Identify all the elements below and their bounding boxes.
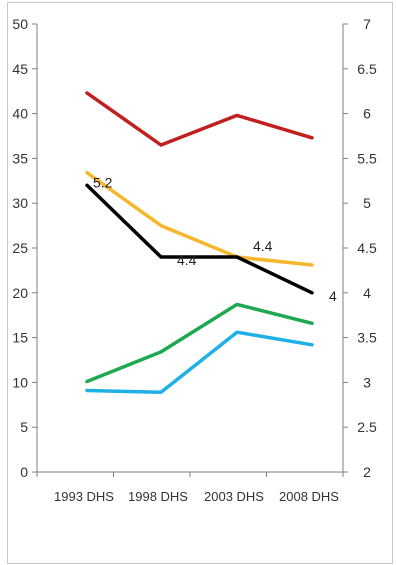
data-label: 5.2 — [93, 174, 113, 190]
axes — [36, 24, 344, 473]
right-axis-ticks: 2 2.5 3 3.5 4 4.5 5 5.5 6 6.5 7 — [343, 16, 377, 480]
left-tick-label: 5 — [20, 419, 28, 435]
right-tick-label: 5 — [363, 195, 371, 211]
left-tick-label: 20 — [12, 285, 28, 301]
right-tick-label: 3.5 — [357, 330, 377, 346]
x-tick-label: 2003 DHS — [204, 489, 264, 504]
x-tick-label: 1993 DHS — [54, 489, 114, 504]
series-line-4 — [85, 330, 314, 395]
right-tick-label: 4.5 — [357, 240, 377, 256]
right-tick-label: 7 — [363, 16, 371, 32]
left-axis-ticks: 0 5 10 15 20 25 30 35 40 45 50 — [12, 16, 37, 480]
series-lines — [85, 91, 314, 395]
left-tick-label: 40 — [12, 106, 28, 122]
right-tick-label: 6.5 — [357, 61, 377, 77]
series-line-2 — [85, 183, 314, 295]
data-label: 4 — [329, 288, 337, 304]
right-tick-label: 2 — [363, 464, 371, 480]
chart-frame — [7, 2, 393, 564]
left-tick-label: 35 — [12, 150, 28, 166]
left-tick-label: 15 — [12, 330, 28, 346]
series-line-1 — [85, 170, 314, 267]
right-tick-label: 3 — [363, 374, 371, 390]
x-tick-label: 1998 DHS — [128, 489, 188, 504]
x-axis-ticks: 1993 DHS 1998 DHS 2003 DHS 2008 DHS — [36, 472, 344, 504]
data-label: 4.4 — [253, 238, 273, 254]
right-tick-label: 5.5 — [357, 150, 377, 166]
series-line-3 — [85, 302, 314, 384]
left-tick-label: 45 — [12, 61, 28, 77]
right-tick-label: 4 — [363, 285, 371, 301]
x-tick-label: 2008 DHS — [279, 489, 339, 504]
right-tick-label: 6 — [363, 106, 371, 122]
right-tick-label: 2.5 — [357, 419, 377, 435]
data-label: 4.4 — [177, 252, 197, 268]
left-tick-label: 30 — [12, 195, 28, 211]
data-labels: 5.2 4.4 4.4 4 — [93, 174, 337, 304]
left-tick-label: 25 — [12, 240, 28, 256]
left-tick-label: 10 — [12, 374, 28, 390]
left-tick-label: 50 — [12, 16, 28, 32]
left-tick-label: 0 — [20, 464, 28, 480]
series-line-0 — [85, 91, 314, 147]
